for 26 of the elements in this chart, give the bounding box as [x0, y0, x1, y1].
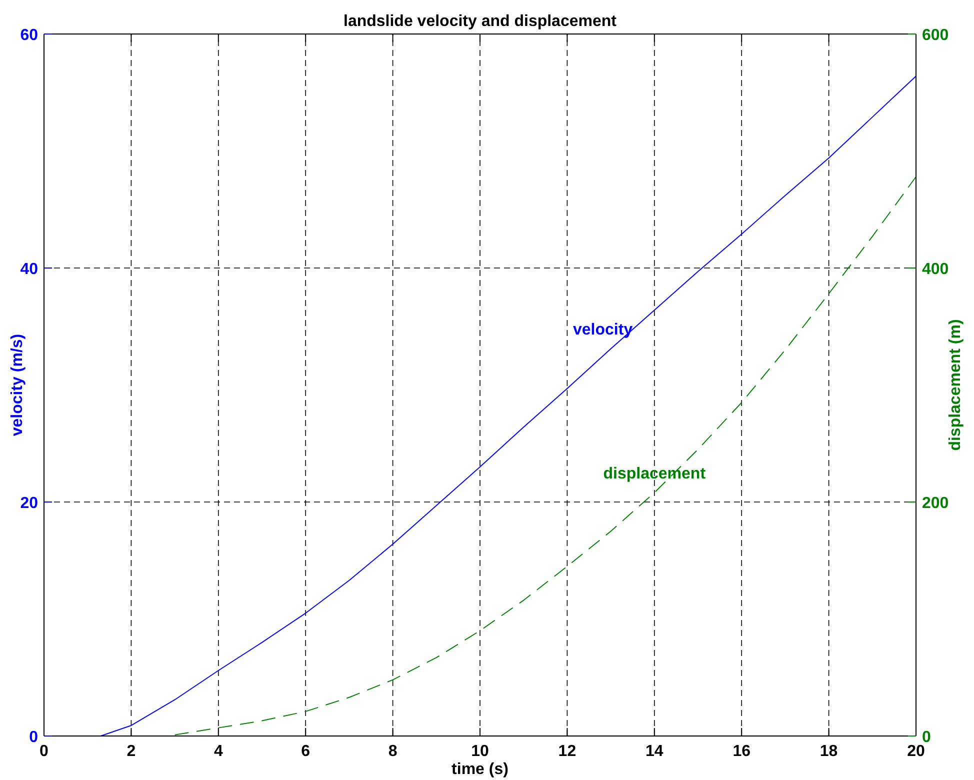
y2-axis-title: displacement (m): [947, 319, 964, 451]
y-tick-label: 40: [20, 261, 38, 278]
x-tick-label: 14: [646, 743, 664, 760]
x-tick-label: 12: [558, 743, 576, 760]
x-tick-label: 20: [907, 743, 925, 760]
y2-tick-label: 200: [922, 495, 949, 512]
x-tick-label: 16: [732, 743, 751, 760]
x-tick-label: 2: [126, 743, 136, 760]
x-tick-label: 6: [301, 743, 310, 760]
x-tick-label: 10: [471, 743, 489, 760]
line-series: [174, 176, 916, 736]
y-tick-label: 60: [20, 27, 38, 44]
x-tick-label: 8: [388, 743, 398, 760]
chart-title: landslide velocity and displacement: [344, 13, 618, 30]
y-tick-label: 20: [20, 495, 38, 512]
y-tick-label: 0: [29, 729, 38, 746]
x-tick-label: 4: [214, 743, 223, 760]
y-axis-title: velocity (m/s): [9, 334, 26, 436]
x-tick-label: 0: [40, 743, 49, 760]
y2-tick-label: 600: [922, 27, 949, 44]
series-label: velocity: [573, 322, 633, 339]
x-tick-label: 18: [820, 743, 838, 760]
y2-tick-label: 0: [922, 729, 931, 746]
series-label: displacement: [603, 466, 706, 483]
y2-tick-label: 400: [922, 261, 949, 278]
x-axis-title: time (s): [452, 761, 508, 778]
